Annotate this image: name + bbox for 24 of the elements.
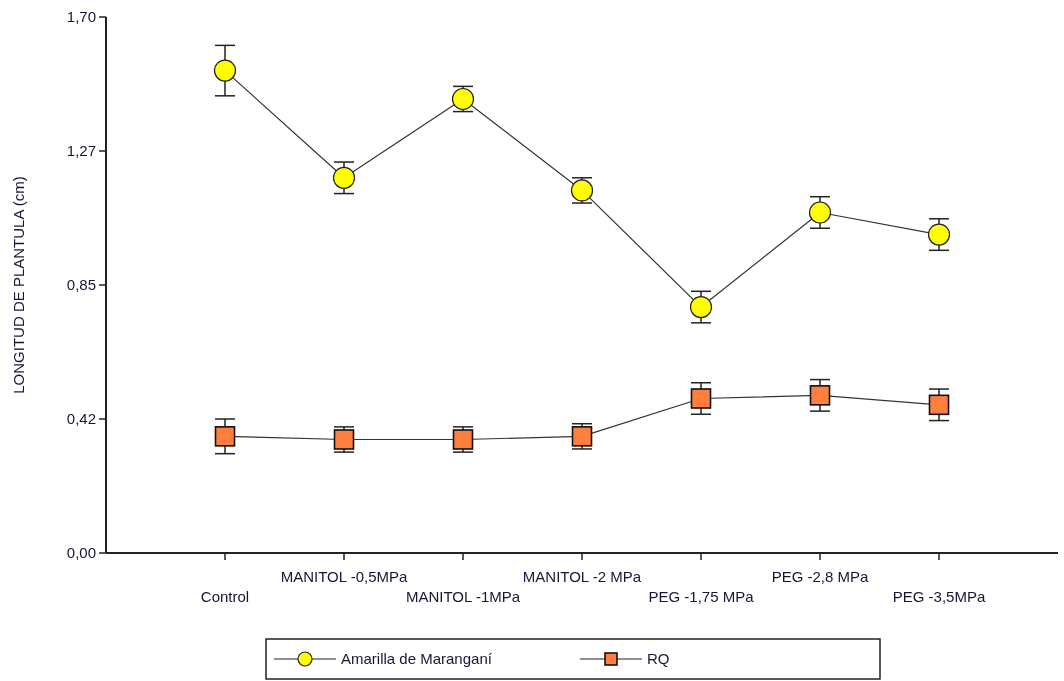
legend-label: RQ xyxy=(647,650,670,668)
point xyxy=(214,426,236,447)
point xyxy=(213,59,237,82)
y-tick-label: 0,00 xyxy=(66,544,96,562)
x-tick-label: MANITOL -0,5MPa xyxy=(280,568,409,585)
point xyxy=(927,223,951,246)
y-tick-label: 0,42 xyxy=(66,410,96,428)
x-tick-label: PEG -3,5MPa xyxy=(892,588,986,605)
point xyxy=(332,166,356,189)
x-tick-label: PEG -2,8 MPa xyxy=(771,568,870,585)
x-tick-label: PEG -1,75 MPa xyxy=(648,588,755,605)
x-tick-label: Control xyxy=(200,588,250,605)
point xyxy=(690,388,712,409)
y-tick-label: 0,85 xyxy=(66,276,96,294)
y-tick-label: 1,27 xyxy=(66,142,96,160)
point xyxy=(809,385,831,406)
x-tick-label: MANITOL -1MPa xyxy=(405,588,521,605)
y-tick-label: 1,70 xyxy=(66,8,96,26)
point xyxy=(928,394,950,416)
point xyxy=(808,201,832,224)
point xyxy=(689,295,713,319)
legend-label: Amarilla de Maranganí xyxy=(341,650,493,668)
x-tick-label: MANITOL -2 MPa xyxy=(522,568,642,585)
y-axis-title: LONGITUD DE PLANTULA (cm) xyxy=(10,176,27,394)
